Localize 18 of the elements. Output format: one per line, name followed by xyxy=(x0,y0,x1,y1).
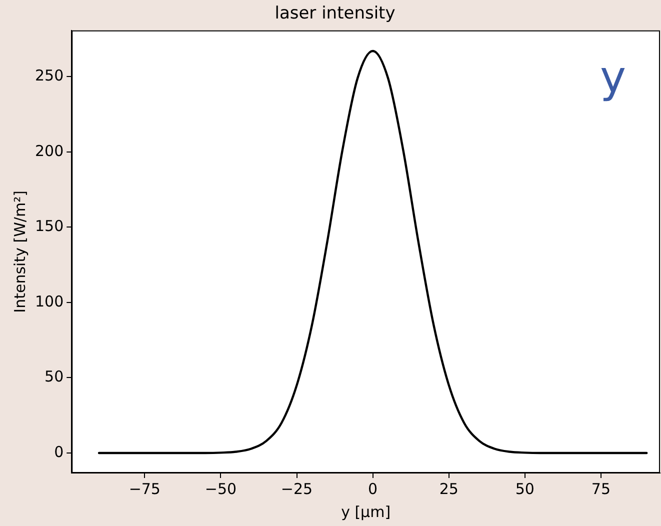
y-tick-label: 200 xyxy=(34,142,64,160)
line-series xyxy=(98,50,648,454)
y-axis-title: Intensity [W/m²] xyxy=(10,190,29,313)
y-tick-label: 0 xyxy=(54,442,64,461)
y-tick-label: 150 xyxy=(34,217,64,236)
x-tick-label: 50 xyxy=(515,480,534,498)
chart-title: laser intensity xyxy=(274,4,396,24)
y-tick-label: 250 xyxy=(34,66,64,85)
y-tick-label: 50 xyxy=(44,368,64,386)
x-tick-label: −25 xyxy=(280,480,313,498)
y-tick-label: 100 xyxy=(34,292,64,310)
x-tick-label: 25 xyxy=(439,480,458,498)
annotation: y xyxy=(600,52,626,103)
x-tick-label: −75 xyxy=(128,480,160,498)
x-tick-label: −50 xyxy=(204,480,237,498)
x-tick-label: 0 xyxy=(368,480,378,498)
x-tick-label: 75 xyxy=(591,480,611,498)
x-axis-title: y [µm] xyxy=(341,502,391,521)
